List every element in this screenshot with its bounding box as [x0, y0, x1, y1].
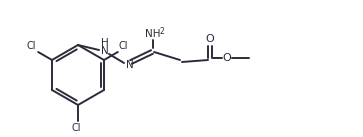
- Text: NH: NH: [145, 29, 161, 39]
- Text: Cl: Cl: [71, 123, 81, 133]
- Text: Cl: Cl: [26, 41, 36, 51]
- Text: H: H: [101, 38, 109, 48]
- Text: N: N: [126, 60, 134, 70]
- Text: O: O: [205, 34, 215, 44]
- Text: O: O: [223, 53, 231, 63]
- Text: 2: 2: [160, 26, 164, 35]
- Text: N: N: [101, 46, 109, 56]
- Text: Cl: Cl: [119, 41, 129, 51]
